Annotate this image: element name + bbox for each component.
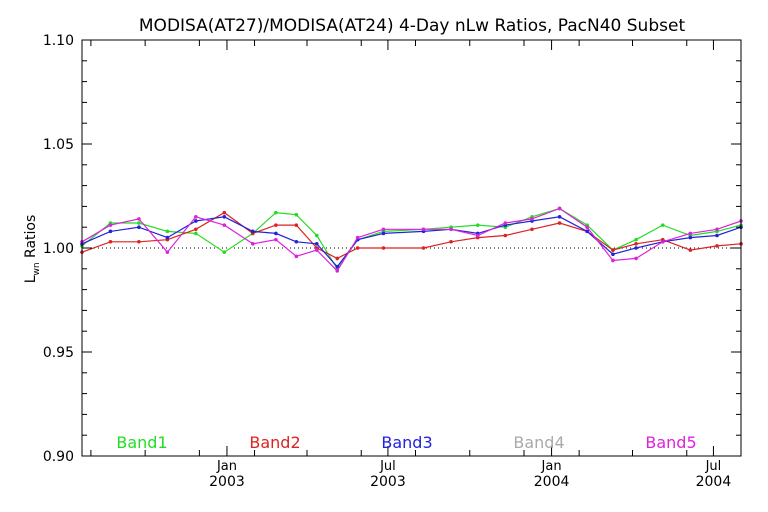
- series-line-band3: [81, 216, 742, 268]
- data-point-band3: [634, 246, 638, 250]
- data-point-band5: [475, 233, 480, 238]
- data-point-band5: [137, 217, 141, 221]
- data-point-band2: [449, 239, 453, 244]
- data-point-band2: [634, 242, 638, 246]
- series-line-band5: [81, 207, 742, 272]
- series-line-band2: [81, 211, 742, 260]
- data-point-band2: [108, 239, 113, 244]
- data-point-band3: [137, 225, 141, 229]
- data-point-band5: [250, 242, 255, 246]
- data-point-band5: [194, 215, 198, 219]
- data-point-band5: [585, 225, 589, 229]
- data-point-band5: [715, 227, 719, 232]
- data-point-band5: [381, 227, 386, 232]
- data-point-band3: [222, 215, 227, 219]
- data-point-band2: [274, 223, 278, 227]
- data-point-band5: [530, 217, 534, 221]
- legend-label-band2: Band2: [249, 433, 300, 452]
- data-point-band2: [222, 210, 227, 215]
- data-point-band1: [222, 250, 227, 254]
- data-point-band1: [274, 210, 278, 215]
- data-point-band3: [381, 231, 386, 236]
- data-point-band3: [314, 242, 319, 246]
- data-point-band1: [475, 223, 480, 227]
- data-point-band1: [137, 221, 141, 225]
- data-point-band1: [660, 223, 665, 227]
- x-tick-label-month: Jan: [216, 459, 237, 474]
- data-point-band3: [688, 235, 693, 240]
- data-point-band1: [165, 229, 170, 234]
- data-point-band5: [611, 258, 615, 263]
- data-point-band2: [611, 248, 615, 252]
- data-point-band3: [274, 231, 278, 236]
- y-tick-label: 1.05: [43, 137, 74, 153]
- data-point-band3: [194, 219, 198, 223]
- legend-label-band1: Band1: [116, 433, 167, 452]
- data-point-band5: [108, 223, 113, 227]
- chart-title: MODISA(AT27)/MODISA(AT24) 4-Day nLw Rati…: [139, 16, 686, 36]
- data-point-band2: [688, 248, 693, 252]
- y-tick-label: 1.10: [43, 33, 74, 49]
- data-point-band3: [250, 229, 255, 234]
- data-point-band1: [194, 231, 198, 236]
- data-point-band5: [222, 223, 227, 227]
- data-point-band5: [355, 235, 360, 240]
- data-point-band3: [294, 239, 299, 244]
- data-point-band2: [335, 256, 340, 261]
- series-line-band1: [81, 207, 742, 270]
- plot-area: 0.900.951.001.051.10Jan2003Jul2003Jan200…: [43, 33, 743, 490]
- data-point-band5: [165, 250, 170, 254]
- data-point-band2: [715, 244, 719, 248]
- data-point-band2: [503, 233, 508, 238]
- x-tick-label-year: 2004: [696, 474, 732, 490]
- data-point-band2: [421, 246, 426, 250]
- data-point-band5: [294, 254, 299, 259]
- data-point-band5: [688, 231, 693, 236]
- x-tick-label-year: 2003: [209, 474, 245, 490]
- data-point-band1: [314, 233, 319, 238]
- data-point-band3: [335, 264, 340, 269]
- data-point-band2: [557, 221, 562, 225]
- data-point-band3: [165, 235, 170, 240]
- x-tick-label-year: 2003: [370, 474, 406, 490]
- data-point-band5: [634, 256, 638, 261]
- data-point-band3: [611, 252, 615, 257]
- x-tick-label-month: Jul: [705, 459, 722, 474]
- data-point-band5: [335, 269, 340, 273]
- data-point-band5: [421, 227, 426, 232]
- data-point-band5: [660, 239, 665, 244]
- y-axis-label-main: L: [23, 275, 39, 283]
- data-point-band2: [294, 223, 299, 227]
- data-point-band2: [530, 227, 534, 232]
- x-tick-label-month: Jan: [541, 459, 562, 474]
- y-tick-label: 1.00: [43, 241, 74, 257]
- data-point-band1: [634, 237, 638, 242]
- data-point-band3: [557, 215, 562, 219]
- data-point-band2: [381, 246, 386, 250]
- y-axis-label: Lwn Ratios: [23, 215, 42, 284]
- data-point-band2: [194, 227, 198, 232]
- data-point-band3: [715, 233, 719, 238]
- data-point-band5: [314, 248, 319, 252]
- legend-label-band3: Band3: [381, 433, 432, 452]
- x-tick-label-month: Jul: [379, 459, 396, 474]
- x-tick-label-year: 2004: [534, 474, 570, 490]
- data-point-band1: [294, 212, 299, 217]
- y-tick-label: 0.95: [43, 345, 74, 361]
- data-point-band3: [108, 229, 113, 234]
- y-axis-label-subscript: wn: [32, 262, 42, 275]
- data-point-band2: [355, 246, 360, 250]
- data-point-band2: [137, 239, 141, 244]
- data-point-band5: [557, 206, 562, 211]
- legend-label-band5: Band5: [645, 433, 696, 452]
- data-point-band5: [449, 227, 453, 232]
- data-point-band3: [585, 229, 589, 234]
- y-tick-label: 0.90: [43, 449, 74, 465]
- data-point-band5: [503, 221, 508, 225]
- y-axis-label-rest: Ratios: [23, 215, 39, 263]
- legend-label-band4: Band4: [513, 433, 564, 452]
- data-point-band5: [274, 237, 278, 242]
